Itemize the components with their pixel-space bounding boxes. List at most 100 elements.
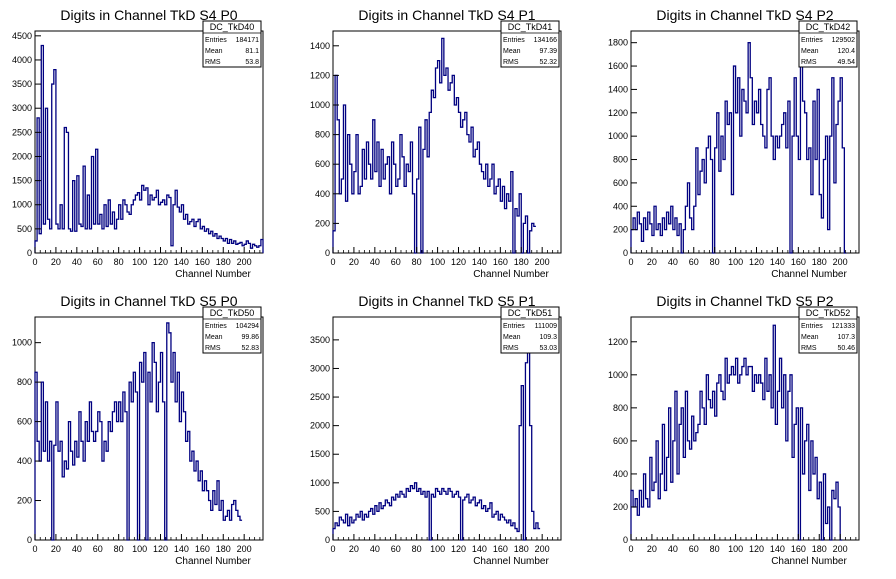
x-tick-label: 60 <box>93 544 103 554</box>
x-tick-label: 180 <box>812 544 827 554</box>
x-tick-label: 180 <box>216 257 231 267</box>
stats-box <box>500 306 560 354</box>
chart-title: Digits in Channel TkD S5 P0 <box>60 293 237 309</box>
stats-key: Mean <box>205 334 223 341</box>
x-tick-label: 80 <box>114 544 124 554</box>
y-tick-label: 400 <box>17 456 32 466</box>
y-tick-label: 1500 <box>310 449 330 459</box>
x-tick-label: 200 <box>833 257 848 267</box>
x-tick-label: 180 <box>812 257 827 267</box>
stats-key: RMS <box>205 345 221 352</box>
histogram-series <box>34 322 243 541</box>
stats-value: 99.86 <box>241 334 259 341</box>
x-tick-label: 100 <box>430 544 445 554</box>
x-tick-label: 120 <box>153 257 168 267</box>
y-tick-label: 0 <box>623 248 628 258</box>
x-tick-label: 200 <box>535 544 550 554</box>
x-tick-label: 120 <box>451 257 466 267</box>
y-tick-label: 1200 <box>608 337 628 347</box>
stats-name: DC_TkD41 <box>508 22 553 32</box>
y-tick-label: 0 <box>27 535 32 545</box>
x-tick-label: 0 <box>628 257 633 267</box>
y-tick-label: 1000 <box>12 200 32 210</box>
y-tick-label: 800 <box>315 130 330 140</box>
y-tick-label: 3500 <box>310 335 330 345</box>
histogram-series <box>34 44 264 253</box>
y-tick-label: 0 <box>623 535 628 545</box>
stats-key: Mean <box>205 48 223 55</box>
stats-value: 109.3 <box>539 334 557 341</box>
x-tick-label: 80 <box>710 544 720 554</box>
x-tick-label: 40 <box>72 257 82 267</box>
stats-value: 134166 <box>534 37 557 44</box>
x-tick-label: 160 <box>195 257 210 267</box>
x-tick-label: 140 <box>770 257 785 267</box>
x-axis-label: Channel Number <box>771 556 847 567</box>
stats-value: 97.39 <box>539 48 557 55</box>
stats-value: 50.46 <box>837 345 855 352</box>
x-tick-label: 120 <box>749 544 764 554</box>
x-tick-label: 40 <box>370 257 380 267</box>
x-tick-label: 100 <box>728 544 743 554</box>
stats-value: 120.4 <box>837 48 855 55</box>
x-tick-label: 60 <box>93 257 103 267</box>
x-tick-label: 60 <box>391 257 401 267</box>
x-tick-label: 80 <box>412 257 422 267</box>
y-tick-label: 1500 <box>12 176 32 186</box>
x-tick-label: 20 <box>349 544 359 554</box>
x-tick-label: 40 <box>668 544 678 554</box>
y-tick-label: 800 <box>613 403 628 413</box>
x-axis-label: Channel Number <box>473 556 549 567</box>
histogram-panel-4: Digits in Channel TkD S5 P1 0 20 40 60 80 100 1… <box>310 293 562 567</box>
x-axis-label: Channel Number <box>771 269 847 280</box>
x-tick-label: 20 <box>349 257 359 267</box>
y-tick-label: 1800 <box>608 38 628 48</box>
x-tick-label: 40 <box>72 544 82 554</box>
y-tick-label: 400 <box>315 189 330 199</box>
y-tick-label: 2000 <box>12 151 32 161</box>
chart-title: Digits in Channel TkD S5 P2 <box>656 293 833 309</box>
stats-key: RMS <box>205 59 221 66</box>
histogram-panel-3: Digits in Channel TkD S5 P0 0 20 40 60 80 100 1… <box>12 293 264 567</box>
x-tick-label: 20 <box>51 257 61 267</box>
stats-key: Mean <box>503 334 521 341</box>
stats-key: Entries <box>503 37 525 44</box>
y-tick-label: 1000 <box>310 478 330 488</box>
y-tick-label: 0 <box>325 248 330 258</box>
x-tick-label: 60 <box>391 544 401 554</box>
stats-value: 129502 <box>832 37 855 44</box>
stats-value: 52.32 <box>539 59 557 66</box>
chart-title: Digits in Channel TkD S5 P1 <box>358 293 535 309</box>
stats-box <box>798 20 858 68</box>
x-tick-label: 120 <box>153 544 168 554</box>
x-axis-label: Channel Number <box>473 269 549 280</box>
y-tick-label: 1400 <box>310 41 330 51</box>
y-tick-label: 3500 <box>12 79 32 89</box>
x-axis-label: Channel Number <box>175 269 251 280</box>
y-tick-label: 200 <box>613 225 628 235</box>
x-tick-label: 140 <box>770 544 785 554</box>
histogram-series <box>630 42 847 254</box>
stats-name: DC_TkD50 <box>210 308 255 318</box>
y-tick-label: 2000 <box>310 421 330 431</box>
x-tick-label: 140 <box>472 544 487 554</box>
stats-box <box>202 20 262 68</box>
x-tick-label: 20 <box>647 544 657 554</box>
y-tick-label: 4500 <box>12 31 32 41</box>
stats-value: 53.8 <box>245 59 259 66</box>
y-tick-label: 200 <box>315 218 330 228</box>
histogram-panel-5: Digits in Channel TkD S5 P2 0 20 40 60 80 100 1… <box>608 293 860 567</box>
stats-key: RMS <box>801 59 817 66</box>
y-tick-label: 500 <box>17 224 32 234</box>
x-tick-label: 0 <box>32 257 37 267</box>
y-tick-label: 1000 <box>608 370 628 380</box>
stats-key: Entries <box>205 323 227 330</box>
x-tick-label: 0 <box>330 257 335 267</box>
stats-key: RMS <box>801 345 817 352</box>
stats-box <box>798 306 858 354</box>
stats-name: DC_TkD52 <box>806 308 851 318</box>
x-axis-label: Channel Number <box>175 556 251 567</box>
y-tick-label: 1400 <box>608 84 628 94</box>
